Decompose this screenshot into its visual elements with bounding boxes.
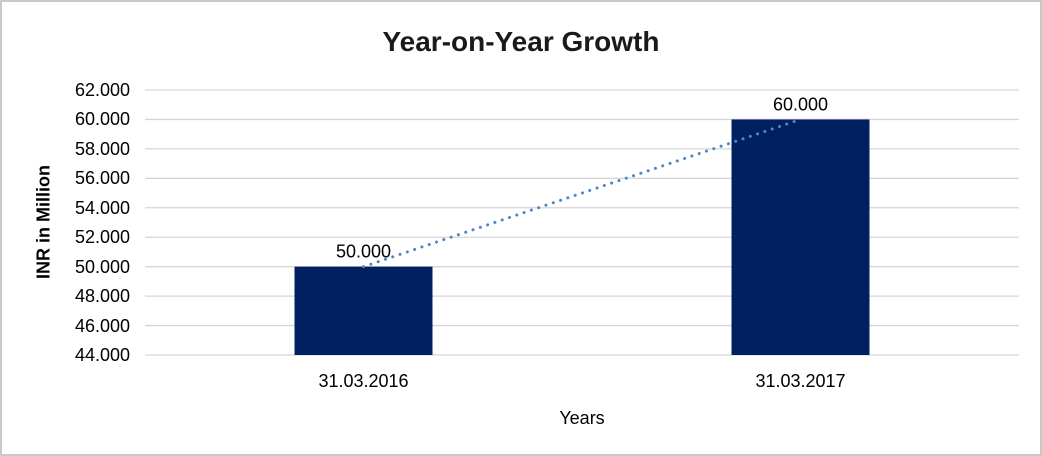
y-tick-label: 44.000 — [74, 345, 130, 365]
x-tick-label: 31.03.2016 — [318, 371, 409, 391]
plot-area: 50.000 60.000 — [145, 89, 1019, 356]
x-tick-label: 31.03.2017 — [755, 371, 846, 391]
y-tick-label: 60.000 — [74, 109, 130, 130]
y-tick-label: 50.000 — [74, 256, 130, 277]
y-tick-label: 54.000 — [74, 197, 130, 218]
bar-value-label: 60.000 — [773, 94, 828, 114]
bar-value-label: 50.000 — [336, 242, 391, 262]
chart-title: Year-on-Year Growth — [382, 26, 660, 57]
trendline — [362, 117, 802, 269]
y-tick-label: 46.000 — [74, 315, 130, 336]
x-axis-title: Years — [559, 408, 605, 428]
y-tick-label: 56.000 — [74, 168, 130, 189]
bar — [294, 266, 433, 355]
bar — [731, 119, 870, 355]
y-tick-label: 62.000 — [74, 80, 130, 100]
y-tick-label: 48.000 — [74, 286, 130, 307]
y-tick-label: 58.000 — [74, 138, 130, 159]
y-tick-label: 52.000 — [74, 227, 130, 248]
